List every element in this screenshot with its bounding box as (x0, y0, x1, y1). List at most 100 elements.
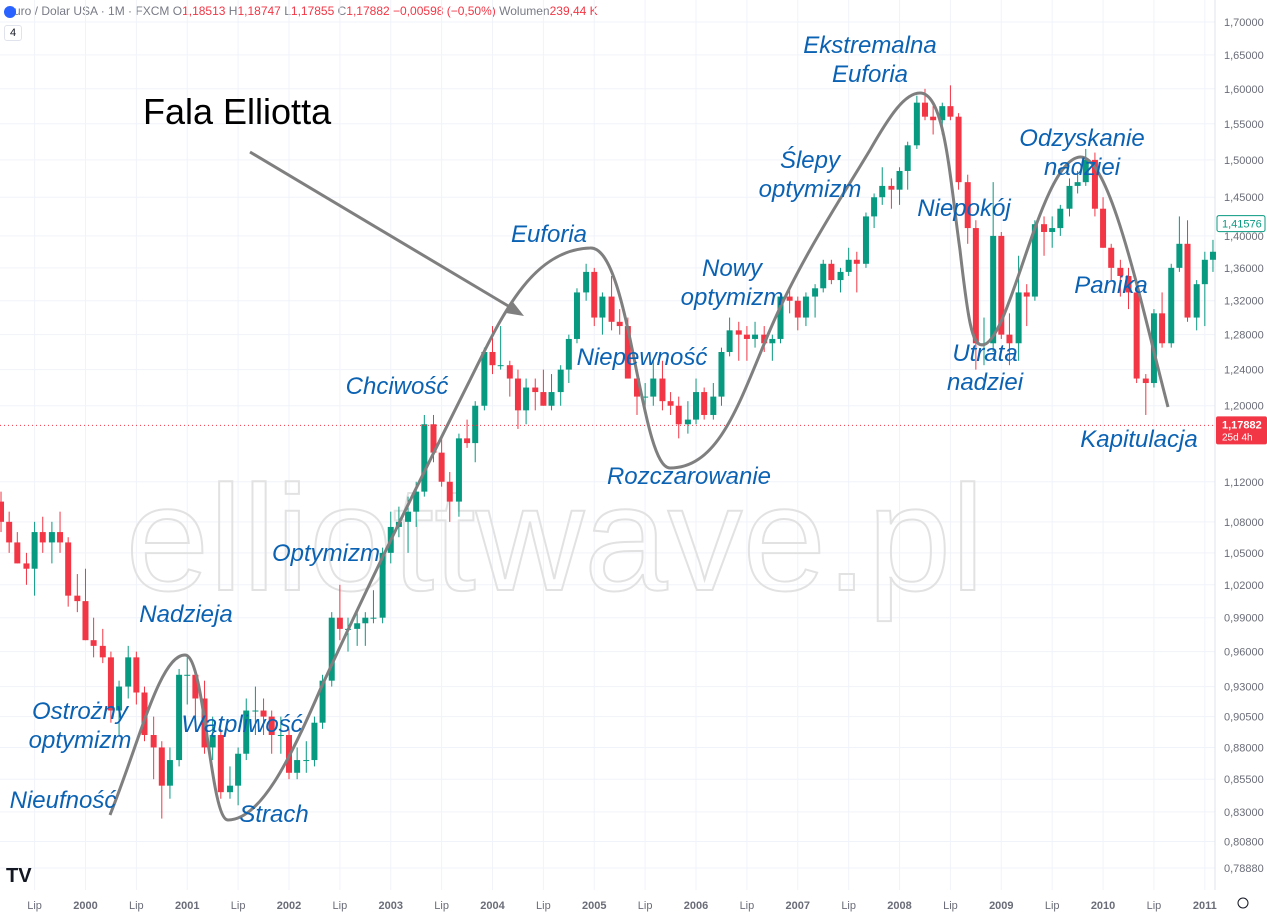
candle-body (573, 292, 580, 339)
y-tick-label: 1,65000 (1224, 50, 1264, 62)
candle-body (624, 326, 631, 379)
candle-body (311, 722, 318, 761)
symbol-header: Euro / Dolar USA · 1M · FXCM O1,18513 H1… (6, 4, 598, 18)
candle-body (1201, 259, 1208, 285)
candle-body (489, 351, 496, 366)
candle-body (1074, 182, 1081, 186)
y-tick-label: 1,02000 (1224, 580, 1264, 592)
y-tick-label: 1,32000 (1224, 296, 1264, 308)
candle-body (1015, 292, 1022, 344)
candle-body (405, 511, 412, 522)
annotation: Euforia (832, 61, 908, 88)
candle-body (176, 674, 183, 761)
candle-body (39, 532, 46, 543)
candle-body (1117, 267, 1124, 276)
candle-body (718, 351, 725, 397)
field-value: 1,18513 (182, 4, 226, 18)
candle-body (1133, 292, 1140, 379)
candle-body (955, 116, 962, 183)
candle-body (1193, 284, 1200, 318)
indicator-price-tag (1216, 215, 1266, 233)
candle-body (328, 617, 335, 681)
candle-body (430, 424, 437, 453)
candle-body (990, 235, 997, 344)
candle-body (252, 710, 259, 712)
tv-logo[interactable]: TV (6, 865, 32, 887)
candle-body (642, 396, 649, 398)
candle-body (481, 351, 488, 406)
candle-body (879, 185, 886, 198)
candle-body (57, 532, 64, 543)
candle-body (150, 735, 157, 748)
annotation: Wątpliwość (181, 711, 302, 738)
candle-body (701, 392, 708, 415)
candle-body (107, 657, 114, 711)
last-price-tag (1216, 416, 1267, 445)
settings-icon[interactable] (1237, 897, 1249, 909)
annotation: optymizm (759, 176, 862, 203)
y-tick-label: 0,88000 (1224, 742, 1264, 754)
x-tick-label: 2009 (989, 900, 1013, 912)
y-tick-label: 1,20000 (1224, 401, 1264, 413)
field-label: C (337, 4, 347, 18)
candle-body (540, 392, 547, 406)
candle-body (591, 271, 598, 318)
candle-body (735, 330, 742, 335)
indicator-count: 4 (10, 27, 17, 39)
x-tick-label: 2002 (277, 900, 301, 912)
candle-body (972, 228, 979, 344)
candle-body (828, 263, 835, 281)
candle-body (217, 735, 224, 793)
x-tick-label: Lip (129, 900, 144, 912)
candle-body (845, 259, 852, 272)
y-tick-label: 1,36000 (1224, 263, 1264, 275)
annotation: optymizm (29, 727, 132, 754)
candle-body (802, 296, 809, 318)
field-value: 1,17855 (290, 4, 335, 18)
indicator-toggle[interactable]: 4 (4, 25, 23, 41)
arrow-head (506, 302, 524, 316)
candle-body (675, 405, 682, 425)
candle-body (904, 145, 911, 171)
candle-body (379, 552, 386, 618)
candle-body (913, 102, 920, 146)
candle-body (184, 674, 191, 676)
candle-body (82, 601, 89, 641)
symbol: Euro / Dolar USA · 1M · FXCM (6, 4, 170, 18)
y-tick-label: 1,40000 (1224, 231, 1264, 243)
y-tick-label: 0,85500 (1224, 774, 1264, 786)
volume-label: Wolumen (499, 4, 550, 18)
y-tick-label: 0,78880 (1224, 863, 1264, 875)
x-tick-label: Lip (740, 900, 755, 912)
annotation: Strach (239, 801, 308, 828)
annotation: Nowy (702, 255, 764, 282)
candle-body (1108, 247, 1115, 268)
candle-body (777, 296, 784, 339)
candle-body (1057, 208, 1064, 229)
x-tick-label: 2008 (887, 900, 911, 912)
y-tick-label: 0,93000 (1224, 682, 1264, 694)
candle-body (667, 401, 674, 406)
candle-body (1142, 378, 1149, 384)
countdown: 25d 4h (1222, 432, 1253, 443)
candle-body (608, 296, 615, 322)
candle-body (1082, 159, 1089, 183)
volume-value: 239,44 K (549, 4, 598, 18)
candle-body (659, 378, 666, 402)
candle-body (1031, 224, 1038, 297)
candle-body (794, 300, 801, 318)
candle-body (133, 657, 140, 693)
candle-body (74, 595, 81, 602)
y-tick-label: 1,28000 (1224, 330, 1264, 342)
candle-body (141, 692, 148, 736)
candle-body (1184, 243, 1191, 318)
y-tick-label: 1,05000 (1224, 548, 1264, 560)
candle-body (31, 532, 38, 569)
candle-body (23, 563, 30, 569)
candle-body (303, 760, 310, 762)
candle-body (1159, 313, 1166, 344)
x-tick-label: Lip (1045, 900, 1060, 912)
annotation: Optymizm (272, 540, 380, 567)
candle-body (497, 365, 504, 367)
y-tick-label: 1,45000 (1224, 192, 1264, 204)
